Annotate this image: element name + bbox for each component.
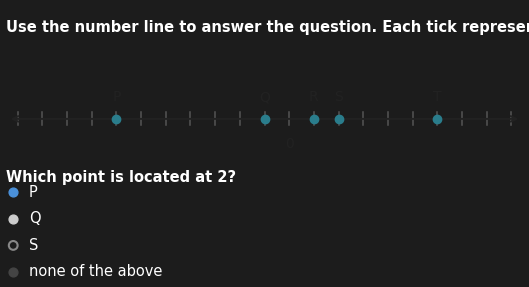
Text: Q: Q	[259, 90, 270, 104]
Text: T: T	[433, 90, 442, 104]
Text: P: P	[112, 90, 121, 104]
Text: Q: Q	[29, 212, 41, 226]
Text: Use the number line to answer the question. Each tick represents 1.: Use the number line to answer the questi…	[6, 20, 529, 35]
Text: none of the above: none of the above	[29, 264, 162, 280]
Text: S: S	[29, 238, 39, 253]
Text: S: S	[334, 90, 343, 104]
Text: P: P	[29, 185, 38, 200]
Point	[380, 88, 389, 92]
Text: 0: 0	[285, 137, 294, 151]
Text: R: R	[309, 90, 318, 104]
Text: Which point is located at 2?: Which point is located at 2?	[6, 170, 236, 185]
